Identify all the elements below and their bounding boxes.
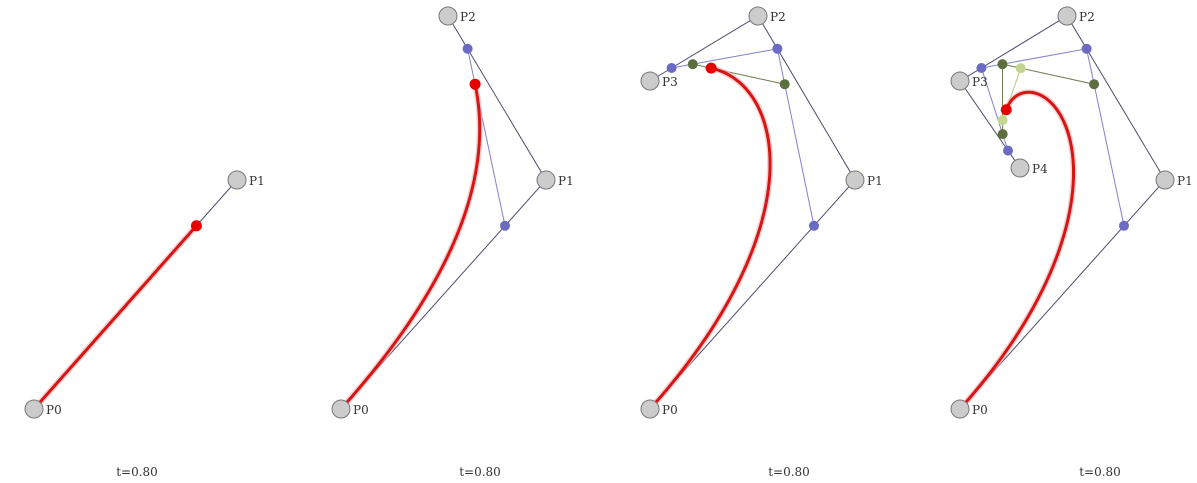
control-point-4[interactable] bbox=[1010, 158, 1030, 178]
control-point-2[interactable] bbox=[748, 6, 768, 26]
control-point-label: P1 bbox=[249, 174, 265, 188]
curve-glow bbox=[647, 65, 774, 412]
control-point-label: P2 bbox=[460, 10, 476, 24]
level1-point bbox=[1119, 220, 1129, 231]
control-point-0[interactable] bbox=[950, 399, 970, 419]
level2-point bbox=[997, 59, 1008, 70]
t-value-label: t=0.80 bbox=[1079, 465, 1121, 479]
control-point-0[interactable] bbox=[640, 399, 660, 419]
control-point-1[interactable] bbox=[845, 170, 865, 190]
level1-point bbox=[1081, 43, 1092, 54]
control-point-label: P1 bbox=[558, 174, 574, 188]
control-point-label: P0 bbox=[972, 403, 988, 417]
control-point-label: P0 bbox=[353, 403, 369, 417]
control-point-1[interactable] bbox=[227, 170, 247, 190]
level1-point bbox=[976, 63, 987, 73]
control-point-2[interactable] bbox=[438, 6, 458, 26]
panel-3: P0 P1 P2 P3 t=0.80 bbox=[640, 6, 883, 479]
panel-4: P0 P1 P2 P3 P4 t=0.80 bbox=[950, 6, 1193, 479]
control-point-0[interactable] bbox=[331, 399, 351, 419]
curve-point bbox=[1000, 104, 1012, 116]
control-polygon bbox=[959, 15, 1166, 410]
level2-point bbox=[997, 129, 1008, 140]
panel-2: P0 P1 P2 t=0.80 bbox=[331, 6, 574, 479]
level3-point bbox=[997, 115, 1008, 126]
control-polygon bbox=[649, 15, 856, 410]
bezier-curve bbox=[958, 90, 1076, 411]
control-point-label: P3 bbox=[972, 75, 988, 89]
control-point-label: P2 bbox=[1079, 10, 1095, 24]
curve-glow bbox=[957, 89, 1077, 412]
panel-1: P0 P1 t=0.80 bbox=[24, 170, 265, 479]
control-polygon bbox=[340, 15, 547, 410]
control-point-2[interactable] bbox=[1057, 6, 1077, 26]
curve-glow bbox=[338, 81, 483, 412]
bezier-curve bbox=[32, 224, 198, 411]
level1-point bbox=[1003, 145, 1013, 156]
level1-point bbox=[462, 43, 473, 54]
control-point-3[interactable] bbox=[640, 71, 660, 91]
level1-point bbox=[500, 220, 510, 231]
level1-point bbox=[772, 43, 783, 54]
control-point-label: P1 bbox=[1177, 174, 1193, 188]
curve-point bbox=[469, 78, 481, 90]
level1-lines bbox=[467, 48, 506, 226]
bezier-curve bbox=[339, 82, 482, 411]
control-point-1[interactable] bbox=[536, 170, 556, 190]
control-point-label: P3 bbox=[662, 75, 678, 89]
control-point-label: P0 bbox=[662, 403, 678, 417]
control-point-label: P2 bbox=[770, 10, 786, 24]
t-value-label: t=0.80 bbox=[116, 465, 158, 479]
curve-point bbox=[705, 62, 717, 74]
curve-point bbox=[190, 220, 202, 232]
level2-point bbox=[687, 59, 698, 70]
control-point-0[interactable] bbox=[24, 399, 44, 419]
level1-point bbox=[809, 220, 819, 231]
level3-point bbox=[1015, 63, 1026, 74]
bezier-curve bbox=[648, 66, 772, 411]
t-value-label: t=0.80 bbox=[768, 465, 810, 479]
control-point-label: P4 bbox=[1032, 162, 1048, 176]
control-point-label: P1 bbox=[867, 174, 883, 188]
t-value-label: t=0.80 bbox=[459, 465, 501, 479]
level2-point bbox=[779, 79, 790, 90]
control-point-3[interactable] bbox=[950, 71, 970, 91]
control-point-label: P0 bbox=[46, 403, 62, 417]
level1-lines bbox=[980, 48, 1125, 226]
control-point-1[interactable] bbox=[1155, 170, 1175, 190]
level2-point bbox=[1089, 79, 1100, 90]
level1-point bbox=[666, 63, 677, 73]
